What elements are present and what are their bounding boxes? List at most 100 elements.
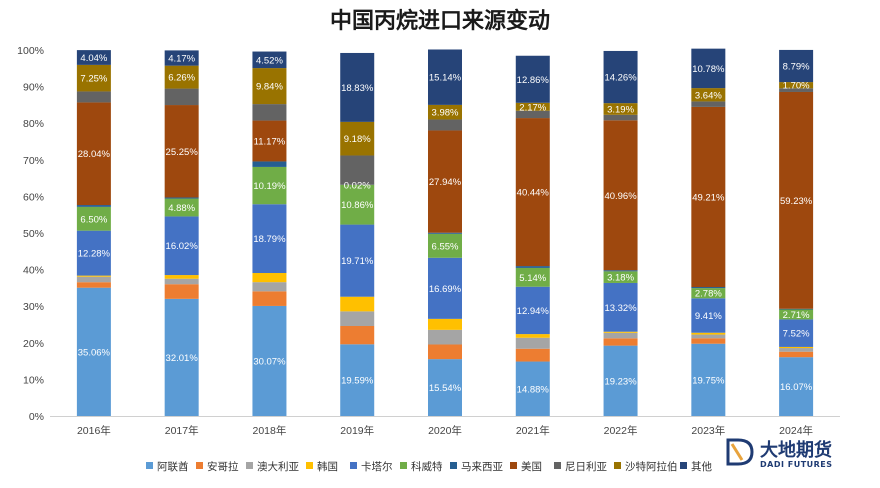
bar-segment [76,230,111,276]
data-label: 12.28% [78,249,111,260]
legend-label: 澳大利亚 [257,460,299,473]
bar-segment [252,161,287,167]
y-tick-label: 50% [23,228,44,240]
bar-segment [691,343,726,416]
bar-segment [515,348,550,362]
bar-segment [252,120,287,162]
data-label: 2.17% [519,102,546,113]
bar-segment [252,291,287,306]
bar-segment [515,110,550,119]
y-tick-label: 10% [23,374,44,386]
data-label: 4.52% [256,55,283,66]
legend-label: 韩国 [317,460,338,473]
bar-segment [779,82,814,89]
bar-segment [603,331,638,333]
data-label: 35.06% [78,347,111,358]
bar-segment [252,166,287,205]
bar-segment [603,345,638,416]
bar-segment [603,120,638,271]
x-tick-label: 2016年 [77,424,111,437]
data-label: 28.04% [78,149,111,160]
y-tick-label: 70% [23,155,44,167]
bar-segment [340,296,375,312]
legend-swatch [680,462,687,469]
bar-segment [428,49,462,105]
data-label: 59.23% [780,196,813,207]
bar-segment [515,102,550,111]
data-label: 10.19% [253,181,286,192]
legend-label: 沙特阿拉伯 [625,460,678,473]
data-label: 5.14% [519,273,546,284]
bar-segment [76,50,111,65]
legend-swatch [450,462,457,469]
bar-segment [428,344,462,360]
data-label: 40.96% [604,191,637,202]
bar-segment [164,88,199,106]
bar-segment [428,257,462,319]
legend-label: 其他 [691,460,712,473]
bar-segment [515,266,550,268]
bar-segment [164,275,199,279]
data-label: 19.23% [604,376,637,387]
bar-segment [515,267,550,287]
legend-label: 马来西亚 [461,461,503,473]
data-label: 19.59% [341,376,374,387]
y-tick-label: 80% [23,118,44,130]
x-tick-label: 2018年 [253,424,287,437]
data-label: 3.98% [432,108,459,119]
bar-segment [691,287,726,289]
data-label: 10.78% [692,64,725,75]
bar-segment [779,88,814,92]
bar-segment [428,130,462,233]
bar-segment [779,319,814,347]
axis-layer: 0% 10% 20% 30% 40% 50% 60% 70% 80% 90% 100% 2016年 20… [17,45,840,437]
bar-segment [603,114,638,121]
legend: 阿联酋 安哥拉 澳大利亚 韩国 卡塔尔 科威特 马来西亚 美国 尼日利亚 沙特阿拉伯 其他 [146,460,712,473]
company-logo: 大地期货 DADI FUTURES [726,438,832,469]
bar-segment [779,309,814,320]
data-label: 19.75% [692,375,725,386]
legend-label: 安哥拉 [207,460,239,473]
bar-segment [691,88,726,102]
bar-segment [76,91,111,103]
data-label: 49.21% [692,192,725,203]
bar-segment [779,348,814,352]
bar-segment [515,361,550,416]
data-label: 9.41% [695,311,722,322]
bar-segment [164,197,199,199]
data-label: 4.17% [168,54,195,65]
x-tick-label: 2019年 [340,424,374,437]
bar-segment [76,205,111,207]
data-label: 15.14% [429,73,462,84]
bars-layer [76,48,814,416]
legend-swatch [614,462,621,469]
bar-segment [76,276,111,283]
data-label: 18.83% [341,83,374,94]
data-label: 14.88% [517,384,550,395]
bar-segment [603,50,638,104]
x-tick-label: 2017年 [165,424,199,437]
bar-segment [603,271,638,283]
data-label: 2.71% [783,310,810,321]
bar-segment [164,198,199,217]
data-labels-layer: 35.06% 12.28% 6.50% 28.04% 7.25% 4.04% 32.01% 1… [78,53,813,395]
data-label: 27.94% [429,177,462,188]
bar-segment [76,206,111,231]
x-tick-label: 2021年 [516,424,550,437]
data-label: 16.02% [166,241,199,252]
bar-segment [76,282,111,288]
bar-segment [515,286,550,335]
bar-segment [252,305,287,416]
bar-segment [164,216,199,276]
bar-segment [252,104,287,121]
bar-segment [252,51,287,69]
bar-segment [691,288,726,299]
bar-segment [779,91,814,309]
logo-name-cn: 大地期货 [760,439,832,461]
data-label: 14.26% [604,73,637,84]
bar-segment [340,184,375,225]
bar-segment [779,351,814,358]
legend-label: 科威特 [411,460,443,473]
data-label: 12.94% [517,306,550,317]
